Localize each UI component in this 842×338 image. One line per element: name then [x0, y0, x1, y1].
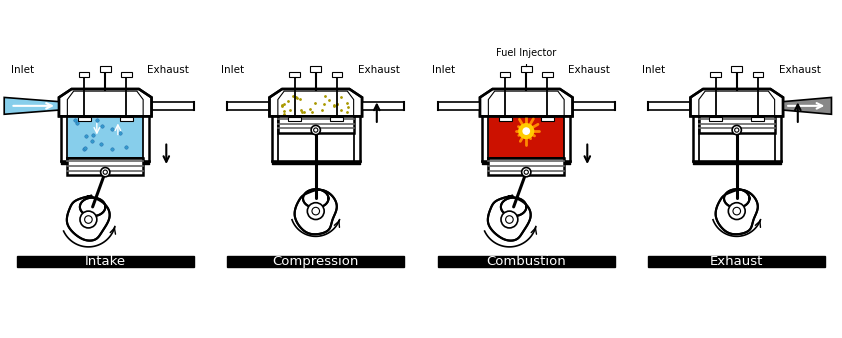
Polygon shape — [699, 91, 775, 116]
Polygon shape — [362, 102, 404, 110]
Bar — [17, 256, 194, 267]
Circle shape — [103, 170, 108, 174]
Bar — [753, 72, 763, 77]
Circle shape — [307, 203, 324, 219]
Bar — [498, 117, 512, 121]
Bar — [542, 72, 552, 77]
Polygon shape — [269, 89, 362, 116]
Bar — [699, 116, 775, 133]
Text: Inlet: Inlet — [431, 65, 455, 75]
Circle shape — [733, 207, 741, 215]
Bar — [227, 256, 404, 267]
Bar — [732, 66, 742, 72]
Bar — [120, 117, 133, 121]
Polygon shape — [303, 189, 328, 208]
Bar — [541, 117, 554, 121]
Bar — [288, 117, 301, 121]
Bar — [290, 72, 300, 77]
Text: Exhaust: Exhaust — [710, 255, 764, 268]
Polygon shape — [488, 91, 564, 159]
Text: Exhaust: Exhaust — [358, 65, 400, 75]
Circle shape — [734, 128, 739, 132]
Polygon shape — [783, 97, 832, 114]
Bar — [311, 66, 321, 72]
Polygon shape — [152, 102, 194, 110]
Bar — [500, 72, 510, 77]
Circle shape — [523, 128, 530, 134]
Polygon shape — [295, 189, 337, 234]
Bar — [709, 117, 722, 121]
Text: Intake: Intake — [85, 255, 125, 268]
Polygon shape — [227, 102, 269, 110]
Bar — [121, 72, 131, 77]
Polygon shape — [488, 196, 530, 241]
Polygon shape — [690, 89, 783, 116]
Polygon shape — [67, 196, 109, 241]
Circle shape — [312, 207, 320, 215]
Polygon shape — [501, 198, 526, 216]
Circle shape — [101, 168, 109, 177]
Circle shape — [312, 125, 320, 135]
Polygon shape — [438, 102, 480, 110]
Bar — [78, 117, 91, 121]
Circle shape — [524, 170, 529, 174]
Bar — [521, 66, 531, 72]
Polygon shape — [278, 91, 354, 116]
Bar — [752, 117, 765, 121]
Polygon shape — [67, 91, 143, 159]
Text: Inlet: Inlet — [642, 65, 665, 75]
Circle shape — [501, 211, 518, 228]
Text: Exhaust: Exhaust — [568, 65, 610, 75]
Bar — [711, 72, 721, 77]
Circle shape — [522, 168, 530, 177]
Polygon shape — [724, 189, 749, 208]
Bar — [67, 159, 143, 175]
Circle shape — [80, 211, 97, 228]
Text: Compression: Compression — [273, 255, 359, 268]
Polygon shape — [648, 102, 690, 110]
Bar — [278, 116, 354, 133]
Text: Inlet: Inlet — [10, 65, 34, 75]
Text: Combustion: Combustion — [487, 255, 566, 268]
Bar — [648, 256, 825, 267]
Polygon shape — [80, 198, 105, 216]
Circle shape — [733, 125, 742, 135]
Polygon shape — [4, 97, 59, 114]
Text: Exhaust: Exhaust — [779, 65, 821, 75]
Text: Fuel Injector: Fuel Injector — [496, 48, 557, 58]
Bar — [332, 72, 342, 77]
Polygon shape — [573, 102, 615, 110]
Circle shape — [84, 216, 93, 223]
Bar — [438, 256, 615, 267]
Bar — [100, 66, 110, 72]
Bar — [79, 72, 89, 77]
Circle shape — [505, 216, 514, 223]
Text: Exhaust: Exhaust — [147, 65, 189, 75]
Bar — [488, 159, 564, 175]
Circle shape — [313, 128, 318, 132]
Bar — [330, 117, 344, 121]
Polygon shape — [59, 89, 152, 116]
Text: Inlet: Inlet — [221, 65, 244, 75]
Polygon shape — [480, 89, 573, 116]
Circle shape — [519, 124, 534, 139]
Circle shape — [728, 203, 745, 219]
Polygon shape — [716, 189, 758, 234]
